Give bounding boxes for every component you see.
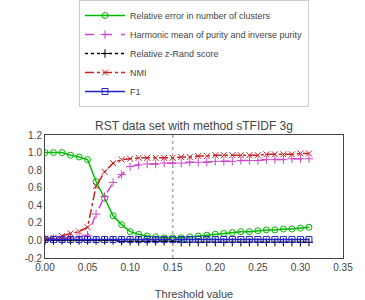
svg-text:Relative z-Rand score: Relative z-Rand score [130,49,219,59]
svg-text:0.20: 0.20 [206,262,226,273]
svg-text:0.8: 0.8 [28,165,42,176]
svg-text:Threshold value: Threshold value [155,288,233,300]
svg-text:0.05: 0.05 [78,262,98,273]
svg-text:1.0: 1.0 [28,147,42,158]
svg-text:0.10: 0.10 [120,262,140,273]
svg-text:0.4: 0.4 [28,200,42,211]
svg-text:0.25: 0.25 [248,262,268,273]
svg-text:-0.2: -0.2 [25,253,43,264]
svg-text:0.30: 0.30 [291,262,311,273]
svg-text:0.35: 0.35 [333,262,353,273]
svg-text:0.0: 0.0 [28,235,42,246]
svg-text:0.2: 0.2 [28,217,42,228]
svg-text:1.2: 1.2 [28,130,42,141]
svg-text:RST data set with method sTFID: RST data set with method sTFIDF 3g [95,119,293,133]
svg-text:0.15: 0.15 [163,262,183,273]
svg-text:Harmonic mean of purity and in: Harmonic mean of purity and inverse puri… [130,30,302,40]
svg-text:0.00: 0.00 [35,262,55,273]
svg-text:NMI: NMI [130,68,147,78]
svg-text:0.6: 0.6 [28,182,42,193]
svg-text:F1: F1 [130,87,141,97]
svg-text:Relative error in number of cl: Relative error in number of clusters [130,11,271,21]
